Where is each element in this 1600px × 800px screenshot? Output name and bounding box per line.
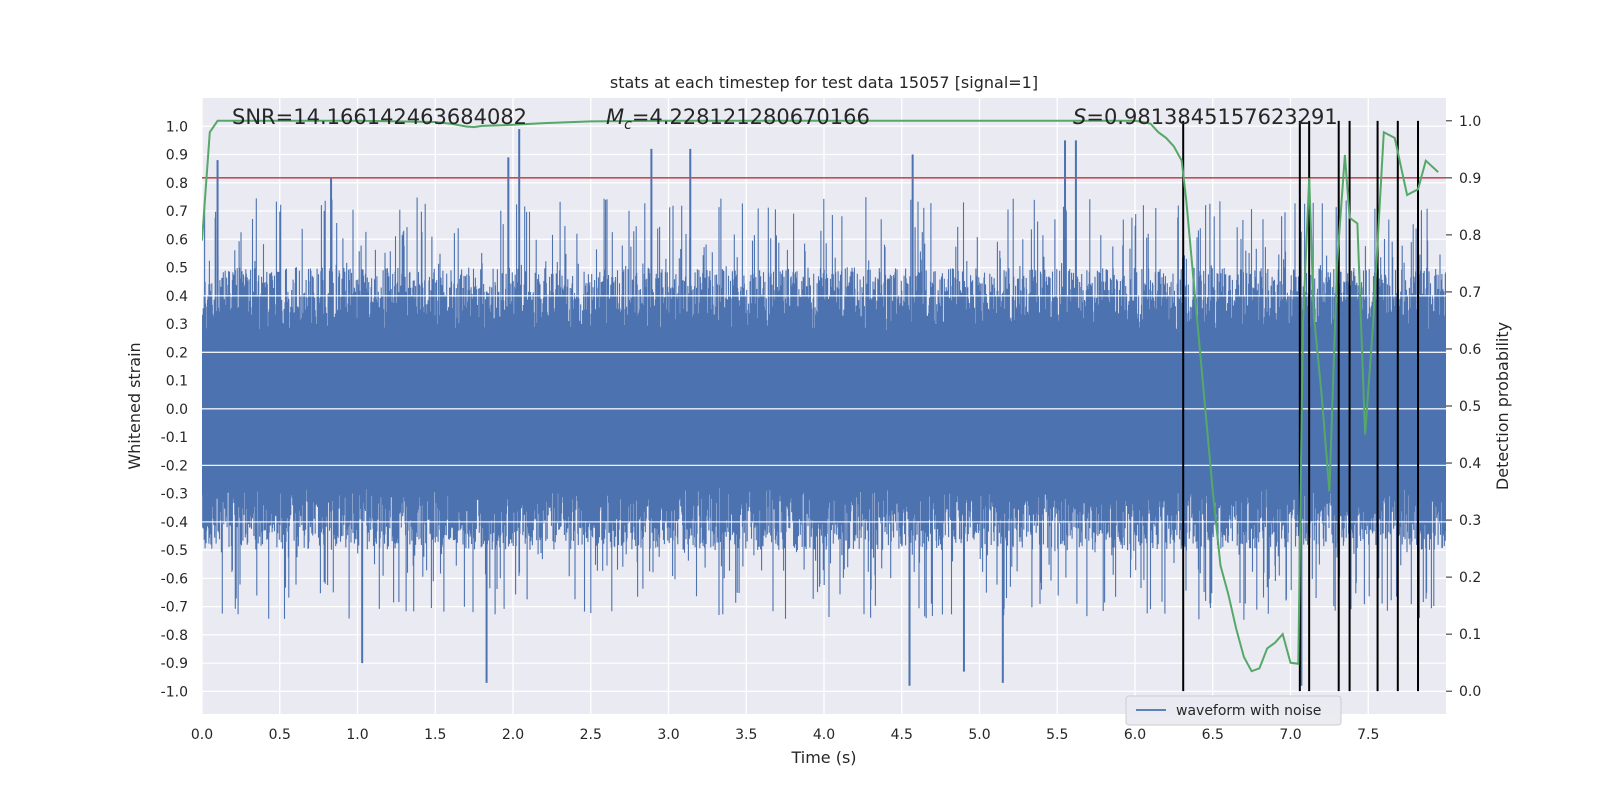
y-left-tick-label: -0.3 xyxy=(161,487,188,503)
x-axis-label: Time (s) xyxy=(790,748,856,767)
y-right-tick-label: 0.8 xyxy=(1459,228,1481,244)
chirp-mass-subscript: c xyxy=(624,117,632,133)
y-left-tick-label: -1.0 xyxy=(161,684,188,700)
x-tick-label: 1.5 xyxy=(424,727,446,743)
x-tick-label: 4.5 xyxy=(891,727,913,743)
chirp-mass-symbol: M xyxy=(606,105,624,129)
y-left-tick-label: -0.1 xyxy=(161,430,188,446)
legend-waveform-label: waveform with noise xyxy=(1176,703,1321,719)
legend-box xyxy=(1125,695,1342,726)
waveform-noise-path xyxy=(202,197,1446,620)
x-tick-label: 2.5 xyxy=(580,727,602,743)
x-tick-label: 5.5 xyxy=(1046,727,1068,743)
x-axis-ticks: 0.0 0.5 1.0 1.5 2.0 2.5 3.0 3.5 4.0 4.5 5.0 5.5 6.0 6… xyxy=(191,727,1380,743)
s-annotation: S=0.9813845157623291 xyxy=(1073,105,1338,129)
y-left-tick-label: 0.2 xyxy=(166,345,188,361)
snr-annotation: SNR=14.166142463684082 xyxy=(232,105,527,129)
y-left-axis-ticks: 1.0 0.9 0.8 0.7 0.6 0.5 0.4 0.3 0.2 0.1 0.0 -0.1 -0.… xyxy=(161,119,188,700)
y-right-tick-label: 0.7 xyxy=(1459,285,1481,301)
overlay-layer xyxy=(202,119,1446,692)
y-right-tick-label: 0.3 xyxy=(1459,513,1481,529)
y-right-tick-label: 0.2 xyxy=(1459,570,1481,586)
y-left-tick-label: -0.6 xyxy=(161,571,188,587)
s-symbol: S xyxy=(1073,105,1086,129)
x-tick-label: 4.0 xyxy=(813,727,835,743)
chart-title: stats at each timestep for test data 150… xyxy=(610,73,1038,92)
y-right-tick-label: 1.0 xyxy=(1459,114,1481,130)
y-right-axis-ticks: 1.0 0.9 0.8 0.7 0.6 0.5 0.4 0.3 0.2 0.1 0.0 xyxy=(1446,114,1481,700)
y-left-tick-label: -0.9 xyxy=(161,656,188,672)
x-tick-label: 6.5 xyxy=(1202,727,1224,743)
y-left-tick-label: 0.5 xyxy=(166,261,188,277)
y-left-tick-label: -0.5 xyxy=(161,543,188,559)
chirp-mass-value: =4.228121280670166 xyxy=(632,105,870,129)
y-right-axis-label: Detection probability xyxy=(1493,322,1512,490)
y-left-tick-label: 0.3 xyxy=(166,317,188,333)
y-right-tick-label: 0.9 xyxy=(1459,171,1481,187)
x-tick-label: 2.0 xyxy=(502,727,524,743)
y-left-tick-label: -0.2 xyxy=(161,458,188,474)
y-right-tick-label: 0.6 xyxy=(1459,342,1481,358)
x-tick-label: 0.0 xyxy=(191,727,213,743)
legend: waveform with noise xyxy=(1125,695,1342,726)
x-tick-label: 7.0 xyxy=(1279,727,1301,743)
y-left-tick-label: 0.1 xyxy=(166,374,188,390)
s-value: =0.9813845157623291 xyxy=(1086,105,1337,129)
y-left-tick-label: 0.7 xyxy=(166,204,188,220)
chirp-mass-annotation: Mc=4.228121280670166 xyxy=(606,105,870,133)
x-tick-label: 6.0 xyxy=(1124,727,1146,743)
y-left-tick-label: 0.9 xyxy=(166,148,188,164)
y-left-tick-label: -0.8 xyxy=(161,628,188,644)
y-left-tick-label: 1.0 xyxy=(166,119,188,135)
x-tick-label: 0.5 xyxy=(269,727,291,743)
y-left-tick-label: 0.8 xyxy=(166,176,188,192)
waveform-series xyxy=(202,129,1446,686)
y-left-axis-label: Whitened strain xyxy=(125,342,144,469)
y-left-tick-label: -0.4 xyxy=(161,515,188,531)
detection-probability-line xyxy=(202,119,1439,673)
y-left-tick-label: 0.0 xyxy=(166,402,188,418)
x-tick-label: 1.0 xyxy=(346,727,368,743)
y-left-tick-label: 0.6 xyxy=(166,232,188,248)
x-tick-label: 3.0 xyxy=(657,727,679,743)
y-left-tick-label: 0.4 xyxy=(166,289,188,305)
y-right-tick-label: 0.1 xyxy=(1459,627,1481,643)
y-right-tick-label: 0.4 xyxy=(1459,456,1481,472)
y-right-tick-label: 0.0 xyxy=(1459,684,1481,700)
y-left-tick-label: -0.7 xyxy=(161,600,188,616)
x-tick-label: 7.5 xyxy=(1357,727,1379,743)
x-tick-label: 5.0 xyxy=(968,727,990,743)
x-tick-label: 3.5 xyxy=(735,727,757,743)
y-right-tick-label: 0.5 xyxy=(1459,399,1481,415)
